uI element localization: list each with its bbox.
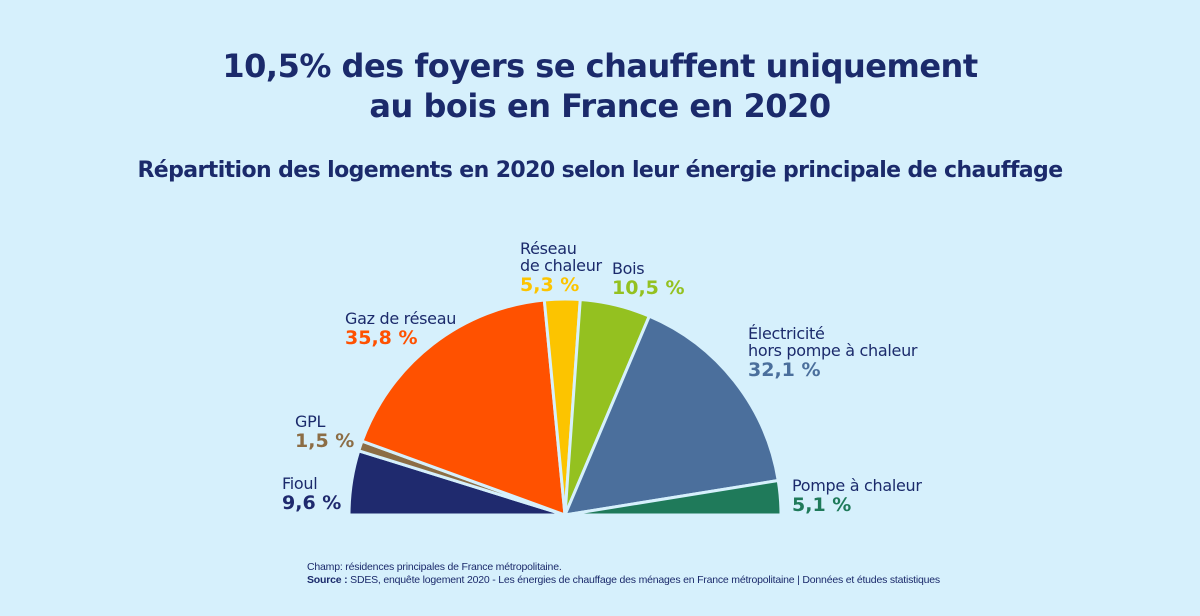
footnote: Champ: résidences principales de France … [307,561,940,587]
label-value: 10,5 % [612,277,685,299]
label-pompe-a-chaleur: Pompe à chaleur 5,1 % [792,477,922,516]
pie-slice-gaz-de-reseau [360,298,567,517]
label-name: GPL [295,412,326,431]
label-gpl: GPL 1,5 % [295,413,354,452]
source-label: Source : [307,574,348,586]
label-value: 5,3 % [520,274,580,296]
label-name: Gaz de réseau [345,309,457,328]
pie-slices [347,297,783,517]
chart-subtitle: Répartition des logements en 2020 selon … [137,158,1063,183]
label-electricite: Électricité hors pompe à chaleur 32,1 % [748,324,918,381]
label-name: Électricité [748,324,825,343]
label-gaz-de-reseau: Gaz de réseau 35,8 % [345,310,456,349]
pie-slice-electricite-hors-pompe-a-chaleur [563,314,780,517]
title-line-1: 10,5% des foyers se chauffent uniquement [222,47,978,85]
label-value: 35,8 % [345,327,418,349]
source-text: SDES, enquête logement 2020 - Les énergi… [347,574,940,586]
label-name: Réseau [520,239,577,258]
pie-slice-pompe-a-chaleur [563,479,783,517]
label-name: Bois [612,259,645,278]
label-value: 32,1 % [748,359,821,381]
label-reseau-de-chaleur: Réseau de chaleur 5,3 % [520,240,602,296]
label-name-line2: de chaleur [520,256,602,275]
title-line-2: au bois en France en 2020 [369,87,831,125]
label-name: Fioul [282,474,318,493]
source-note: Source : SDES, enquête logement 2020 - L… [307,574,940,587]
label-name: Pompe à chaleur [792,476,922,495]
label-value: 9,6 % [282,492,342,514]
label-value: 5,1 % [792,494,852,516]
label-bois: Bois 10,5 % [612,260,685,299]
label-fioul: Fioul 9,6 % [282,475,341,514]
scope-note: Champ: résidences principales de France … [307,561,562,573]
label-name-line2: hors pompe à chaleur [748,341,918,360]
label-value: 1,5 % [295,430,355,452]
